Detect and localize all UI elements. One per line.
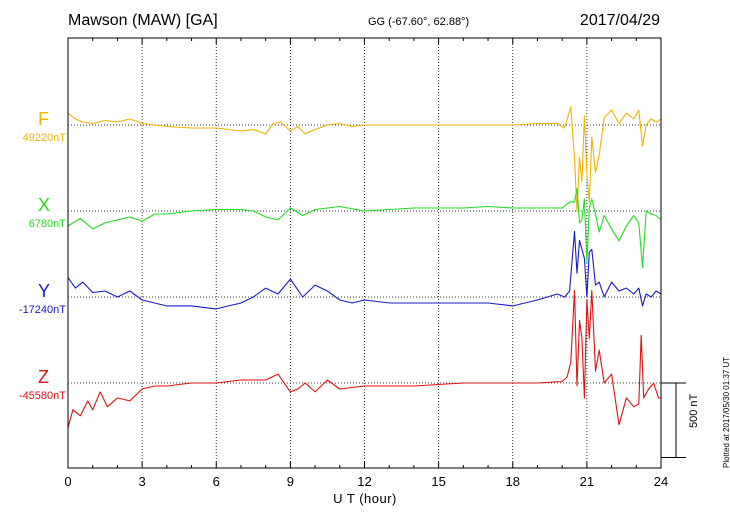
- scale-bar: [661, 382, 686, 458]
- series-line-F: [67, 106, 662, 212]
- baseline-label-X: 6780nT: [28, 218, 66, 230]
- series-name-Y: Y: [38, 281, 51, 301]
- series-line-Y: [67, 230, 662, 310]
- series-line-X: [67, 188, 662, 269]
- geographic-coordinates: GG (-67.60°, 62.88°): [368, 16, 470, 28]
- x-tick-label-21: 21: [580, 474, 594, 489]
- series-name-Z: Z: [38, 367, 49, 387]
- baseline-label-F: 49220nT: [22, 132, 66, 144]
- x-tick-label-12: 12: [357, 474, 371, 489]
- grid-lines: [141, 38, 588, 468]
- date-label: 2017/04/29: [579, 12, 660, 29]
- x-tick-label-0: 0: [64, 474, 71, 489]
- series-lines: [67, 106, 662, 428]
- series-line-Z: [67, 290, 661, 428]
- x-tick-label-6: 6: [213, 474, 220, 489]
- x-tick-label-15: 15: [431, 474, 445, 489]
- station-title: Mawson (MAW) [GA]: [68, 12, 218, 29]
- x-axis-label: U T (hour): [333, 491, 397, 506]
- series-name-F: F: [38, 109, 49, 129]
- baseline-label-Y: -17240nT: [18, 304, 66, 316]
- x-tick-label-24: 24: [654, 474, 668, 489]
- x-tick-label-18: 18: [506, 474, 520, 489]
- x-ticks: 0 3 6 9 12 15 18 21 24: [64, 38, 668, 489]
- x-tick-label-3: 3: [139, 474, 146, 489]
- baseline-label-Z: -45580nT: [18, 390, 66, 402]
- plot-frame: [67, 37, 662, 469]
- x-tick-label-9: 9: [287, 474, 294, 489]
- scale-bar-label: 500 nT: [688, 393, 700, 428]
- series-name-X: X: [38, 195, 51, 215]
- plotted-timestamp: Plotted at 2017/05/30 01:37 UT: [722, 356, 730, 468]
